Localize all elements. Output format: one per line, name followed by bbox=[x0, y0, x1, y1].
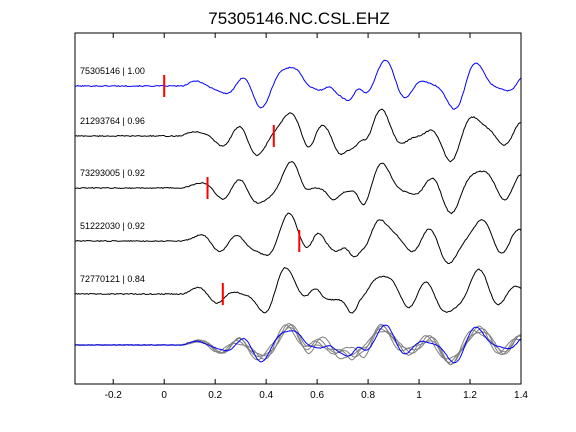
stack-line-5 bbox=[74, 324, 522, 361]
trace-label-4: 51222030 | 0.92 bbox=[80, 221, 145, 231]
x-tick-label-7: 1 bbox=[416, 390, 422, 401]
x-tick-label-2: 0 bbox=[161, 390, 167, 401]
x-tick-label-8: 1.2 bbox=[463, 390, 477, 401]
trace-line-5 bbox=[74, 267, 522, 314]
x-tick-label-9: 1.4 bbox=[514, 390, 528, 401]
stack-line-1 bbox=[74, 324, 522, 364]
trace-label-2: 21293764 | 0.96 bbox=[80, 116, 145, 126]
x-tick-label-4: 0.4 bbox=[259, 390, 273, 401]
x-tick-label-6: 0.8 bbox=[361, 390, 375, 401]
trace-line-3 bbox=[74, 161, 522, 215]
trace-line-2 bbox=[74, 108, 522, 163]
x-tick-label-5: 0.6 bbox=[310, 390, 324, 401]
trace-line-4 bbox=[74, 212, 522, 265]
x-tick-label-3: 0.2 bbox=[208, 390, 222, 401]
trace-label-5: 72770121 | 0.84 bbox=[80, 274, 145, 284]
waveform-traces bbox=[74, 59, 522, 314]
trace-label-3: 73293005 | 0.92 bbox=[80, 168, 145, 178]
pick-markers bbox=[163, 75, 301, 305]
trace-line-1 bbox=[74, 59, 522, 110]
plot-frame bbox=[74, 32, 522, 385]
chart-title: 75305146.NC.CSL.EHZ bbox=[208, 9, 389, 28]
stacked-waveforms bbox=[74, 322, 522, 366]
x-axis: -0.2 0 0.2 0.4 0.6 0.8 1 1.2 1.4 bbox=[105, 33, 528, 401]
x-tick-label-1: -0.2 bbox=[105, 390, 123, 401]
trace-label-1: 75305146 | 1.00 bbox=[80, 66, 145, 76]
trace-labels: 75305146 | 1.00 21293764 | 0.96 73293005 |… bbox=[80, 66, 145, 284]
